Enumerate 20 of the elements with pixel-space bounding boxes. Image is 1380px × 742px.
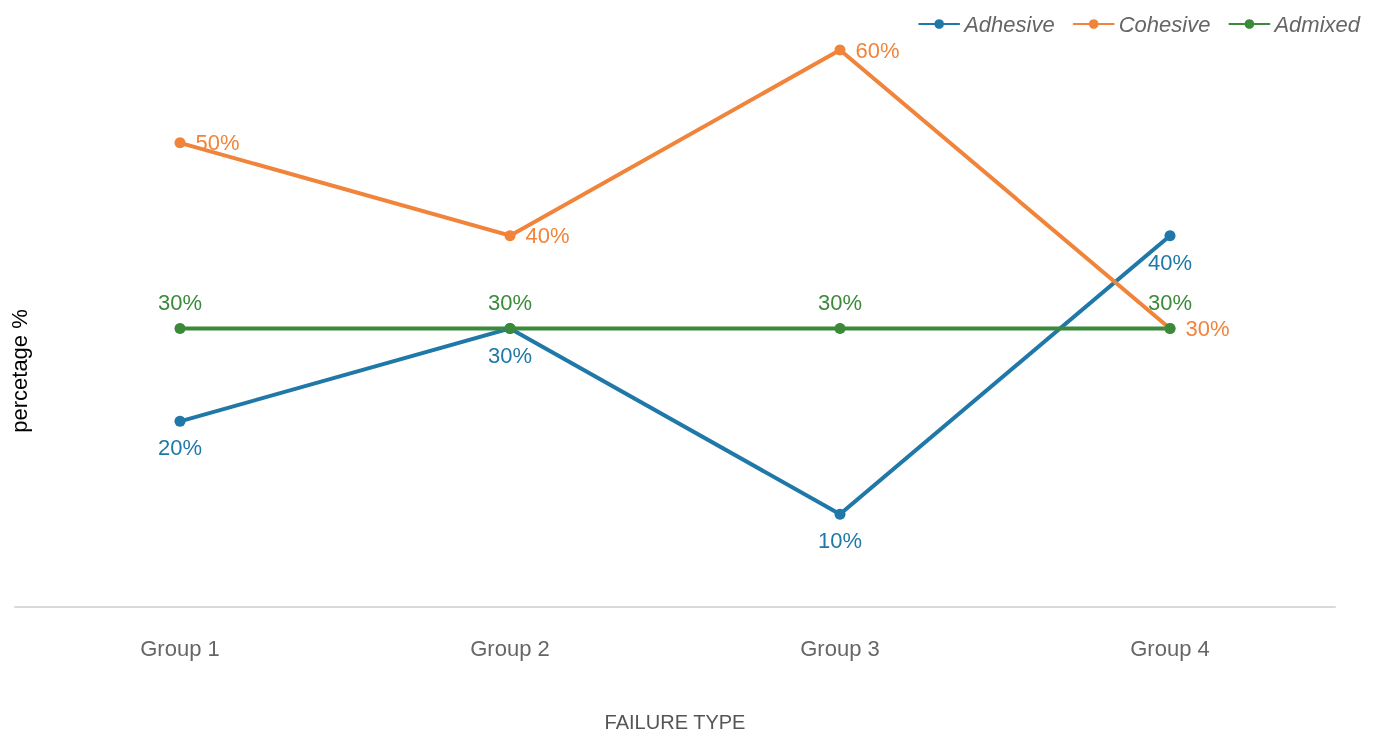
data-label: 10% — [817, 528, 863, 554]
x-tick-label: Group 3 — [800, 635, 880, 661]
data-label: 40% — [525, 223, 570, 249]
x-axis-title: FAILURE TYPE — [604, 711, 746, 733]
data-label: 30% — [1185, 316, 1230, 341]
data-label: 60% — [855, 37, 900, 63]
y-axis-title: percetage % — [6, 309, 32, 433]
data-label: 30% — [487, 289, 533, 315]
legend-label: Cohesive — [1118, 11, 1211, 37]
x-tick-label: Group 1 — [140, 635, 220, 661]
x-tick-label: Group 2 — [470, 635, 550, 661]
data-label: 30% — [1147, 289, 1193, 315]
data-label: 30% — [487, 342, 533, 368]
legend-label: Adhesive — [962, 11, 1055, 37]
legend-label: Admixed — [1272, 11, 1361, 37]
data-label: 20% — [157, 435, 203, 461]
data-label: 30% — [157, 289, 203, 315]
x-tick-label: Group 4 — [1130, 635, 1210, 661]
data-label: 30% — [817, 289, 863, 315]
data-label: 40% — [1147, 249, 1193, 275]
